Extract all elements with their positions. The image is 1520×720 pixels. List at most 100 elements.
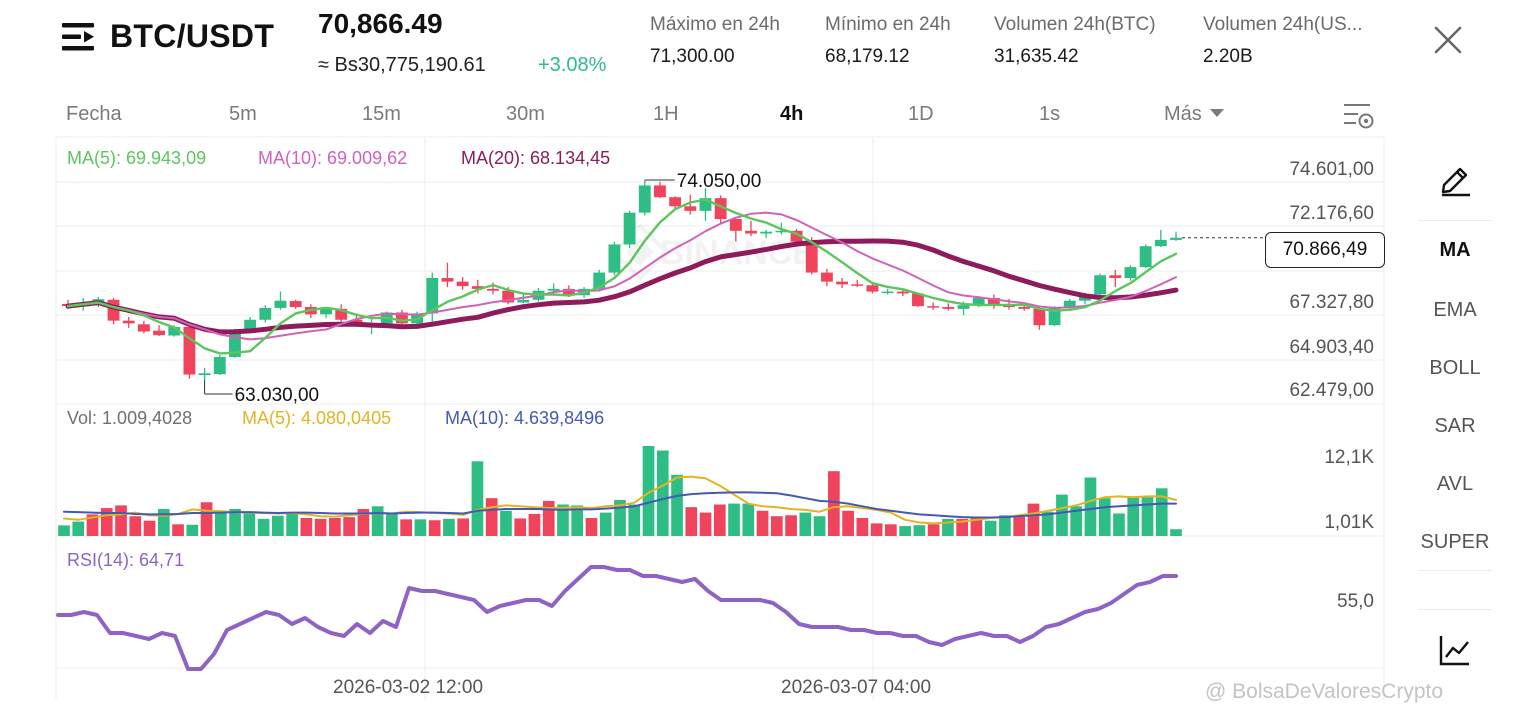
candle-body — [820, 272, 833, 282]
volume-bar — [956, 518, 968, 536]
volume-bar — [157, 509, 170, 536]
volume-bar — [856, 518, 869, 536]
legend-ma20-value: 68.134,45 — [530, 148, 611, 168]
legend-rsi: RSI(14): 64,71 — [67, 550, 185, 570]
tab-1s[interactable]: 1s — [1039, 103, 1061, 125]
candle-body — [471, 286, 484, 289]
volume-bar — [214, 512, 227, 536]
candle-body — [198, 373, 211, 376]
volume-bar — [400, 519, 412, 536]
volume-bar — [343, 517, 355, 536]
tab-15m[interactable]: 15m — [362, 103, 401, 125]
volume-bar — [58, 525, 70, 536]
volume-bar — [172, 524, 184, 536]
legend-ma20: MA(20): 68.134,45 — [461, 148, 611, 168]
candle-body — [335, 308, 348, 320]
menu-icon[interactable] — [62, 22, 96, 52]
volume-bar — [984, 520, 997, 536]
volume-bar — [1170, 529, 1182, 536]
price-change-badge: +3.08% — [538, 54, 607, 76]
candle-body — [608, 244, 621, 273]
watermark-text: @ BolsaDeValoresCrypto — [1205, 680, 1444, 703]
volume-bar — [115, 505, 127, 536]
volume-bar — [371, 506, 384, 536]
volume-bar — [585, 518, 598, 536]
sidebar-item-sar[interactable]: SAR — [1434, 415, 1476, 437]
tab-30m[interactable]: 30m — [506, 103, 545, 125]
legend-vol-ma10-name: MA(10) — [445, 408, 505, 428]
volume-bar — [828, 471, 840, 536]
volume-axis-label: 1,01K — [1324, 512, 1374, 533]
volume-bar — [1155, 488, 1168, 536]
candle-body — [836, 281, 849, 285]
volume-bar — [286, 512, 298, 536]
sidebar-item-avl[interactable]: AVL — [1436, 473, 1474, 495]
pencil-icon[interactable] — [1438, 163, 1474, 197]
candle-body — [122, 320, 135, 324]
volume-bar — [272, 515, 284, 536]
volume-bar — [870, 523, 883, 536]
volume-bar — [614, 500, 626, 536]
legend-ma5: MA(5): 69.943,09 — [67, 148, 207, 168]
price-axis-label: 64.903,40 — [1289, 337, 1374, 358]
last-price-tag: 70.866,49 — [1265, 232, 1385, 268]
tab-1h[interactable]: 1H — [653, 103, 679, 125]
volume-ma10-line — [63, 491, 1177, 519]
legend-ma10-name: MA(10) — [258, 148, 318, 168]
volume-bar — [329, 518, 341, 536]
legend-vol-ma10: MA(10): 4.639,8496 — [445, 408, 605, 428]
sidebar-divider — [1418, 570, 1492, 571]
sidebar-item-ma[interactable]: MA — [1439, 239, 1471, 261]
legend-vol-value: 1.009,4028 — [102, 408, 193, 428]
volume-bar — [471, 461, 484, 536]
legend-vol-ma10-value: 4.639,8496 — [514, 408, 605, 428]
candle-body — [684, 206, 697, 211]
volume-bar — [913, 525, 926, 536]
tab-more[interactable]: Más — [1164, 103, 1224, 126]
sidebar-item-ema[interactable]: EMA — [1433, 299, 1477, 321]
stat-label-low: Mínimo en 24h — [825, 14, 951, 35]
volume-bar — [1013, 517, 1026, 536]
legend-vol-ma5-name: MA(5) — [242, 408, 291, 428]
candle-body — [137, 324, 150, 332]
candle-body — [714, 198, 727, 220]
volume-bar — [813, 516, 826, 536]
volume-bar — [571, 505, 584, 536]
volume-bar — [1056, 494, 1068, 536]
candle-body — [896, 291, 909, 294]
volume-bar — [1084, 477, 1097, 536]
sidebar-item-boll[interactable]: BOLL — [1429, 357, 1481, 379]
volume-axis-label: 12,1K — [1324, 447, 1374, 468]
volume-bar — [842, 510, 854, 536]
sidebar-divider — [1418, 609, 1492, 610]
candle-body — [274, 300, 287, 308]
rsi-axis-label: 55,0 — [1337, 591, 1374, 612]
sidebar-item-super[interactable]: SUPER — [1420, 531, 1490, 553]
volume-bar — [656, 450, 669, 536]
tab-fecha[interactable]: Fecha — [66, 103, 122, 125]
volume-bar — [671, 474, 683, 536]
volume-bar — [500, 510, 512, 536]
price-axis-label: 62.479,00 — [1289, 380, 1374, 401]
volume-bar — [728, 503, 740, 536]
pair-header[interactable]: BTC/USDT — [62, 18, 274, 55]
sidebar-divider — [1418, 220, 1492, 221]
volume-bar — [713, 504, 726, 536]
chart-settings-icon[interactable] — [1342, 101, 1374, 131]
tab-4h[interactable]: 4h — [780, 103, 804, 125]
price-markers: 74.050,00 63.030,00 — [204, 171, 1264, 406]
legend-ma5-value: 69.943,09 — [126, 148, 207, 168]
x-axis-label: 2026-03-07 04:00 — [781, 677, 932, 698]
x-axis-label: 2026-03-02 12:00 — [333, 677, 484, 698]
indicator-chart-icon[interactable] — [1438, 633, 1472, 667]
tab-5m[interactable]: 5m — [229, 103, 257, 125]
candle-body — [153, 330, 165, 336]
legend-ma5-name: MA(5) — [67, 148, 116, 168]
volume-bar — [628, 504, 641, 536]
volume-bar — [257, 518, 270, 536]
close-icon[interactable] — [1434, 26, 1462, 54]
volume-bar — [86, 514, 99, 536]
tab-1d[interactable]: 1D — [908, 103, 934, 125]
volume-bar — [357, 509, 370, 536]
